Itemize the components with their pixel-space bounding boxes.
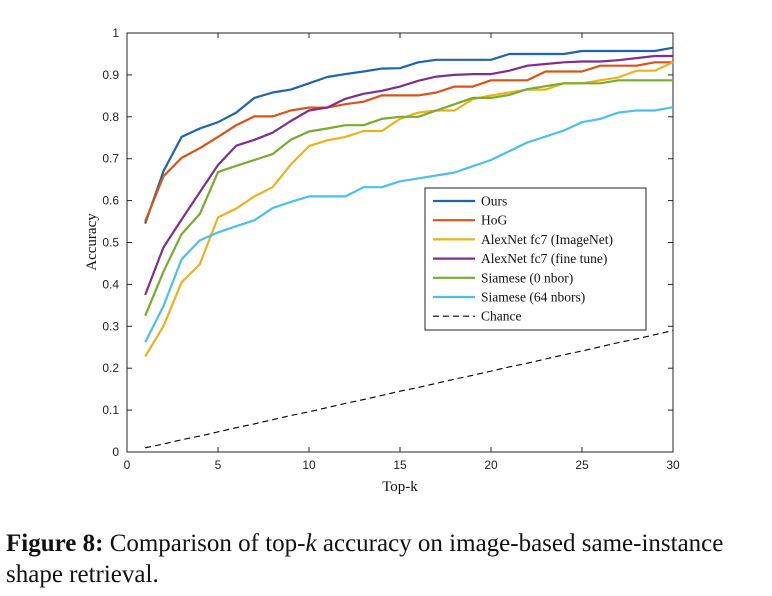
series-line-hog bbox=[144, 61, 673, 222]
series-line-siamese-64-nbors bbox=[144, 106, 674, 343]
series-lines bbox=[144, 46, 674, 449]
series-line-siamese-0-nbor bbox=[144, 79, 673, 317]
caption-math-k: k bbox=[305, 530, 317, 557]
line-chart: 0 5 10 15 20 25 30 0 0.1 0.2 0.3 0.4 0.5 0.6 0.7 0.8 0.… bbox=[84, 26, 680, 495]
legend-entry-label: AlexNet fc7 (fine tune) bbox=[481, 251, 607, 266]
x-axis-ticks: 0 5 10 15 20 25 30 bbox=[124, 33, 680, 472]
y-tick-label: 0.6 bbox=[102, 194, 119, 208]
legend-entry-label: Siamese (0 nbor) bbox=[481, 270, 573, 285]
figure-caption: Figure 8: Comparison of top-k accuracy o… bbox=[6, 528, 766, 590]
y-tick-label: 0.7 bbox=[102, 152, 119, 166]
y-tick-label: 0.9 bbox=[102, 68, 119, 82]
y-tick-label: 0.8 bbox=[102, 110, 119, 124]
x-tick-label: 0 bbox=[124, 458, 131, 472]
y-tick-label: 1 bbox=[112, 26, 119, 40]
x-tick-label: 5 bbox=[215, 458, 222, 472]
y-tick-label: 0 bbox=[112, 445, 119, 459]
x-tick-label: 15 bbox=[393, 458, 407, 472]
series-line-alexnet-fc7-fine-tune bbox=[144, 54, 673, 296]
y-tick-label: 0.4 bbox=[102, 277, 119, 291]
series-line-ours bbox=[144, 46, 674, 224]
y-tick-label: 0.1 bbox=[102, 403, 119, 417]
x-tick-label: 25 bbox=[575, 458, 589, 472]
y-tick-label: 0.3 bbox=[102, 319, 119, 333]
legend-entry-label: Ours bbox=[481, 194, 507, 209]
legend: Ours HoG AlexNet fc7 (ImageNet) AlexNet fc7… bbox=[424, 187, 647, 331]
legend-entry-label: Chance bbox=[481, 309, 521, 324]
figure-label: Figure 8: bbox=[6, 530, 104, 557]
y-axis-title: Accuracy bbox=[84, 213, 100, 271]
x-tick-label: 10 bbox=[302, 458, 316, 472]
x-axis-title: Top-k bbox=[382, 479, 418, 495]
caption-text-after: accuracy on image-based same-instance sh… bbox=[6, 530, 724, 588]
x-tick-label: 20 bbox=[484, 458, 498, 472]
series-line-chance bbox=[145, 329, 674, 449]
legend-entry-label: Siamese (64 nbors) bbox=[481, 290, 585, 305]
caption-text-before: Comparison of top- bbox=[103, 530, 306, 557]
y-axis-ticks: 0 0.1 0.2 0.3 0.4 0.5 0.6 0.7 0.8 0.9 1 bbox=[102, 26, 673, 459]
x-tick-label: 30 bbox=[666, 458, 680, 472]
y-tick-label: 0.2 bbox=[102, 361, 119, 375]
legend-entry-label: HoG bbox=[481, 213, 507, 228]
legend-entry-label: AlexNet fc7 (ImageNet) bbox=[481, 232, 613, 247]
y-tick-label: 0.5 bbox=[102, 236, 119, 250]
